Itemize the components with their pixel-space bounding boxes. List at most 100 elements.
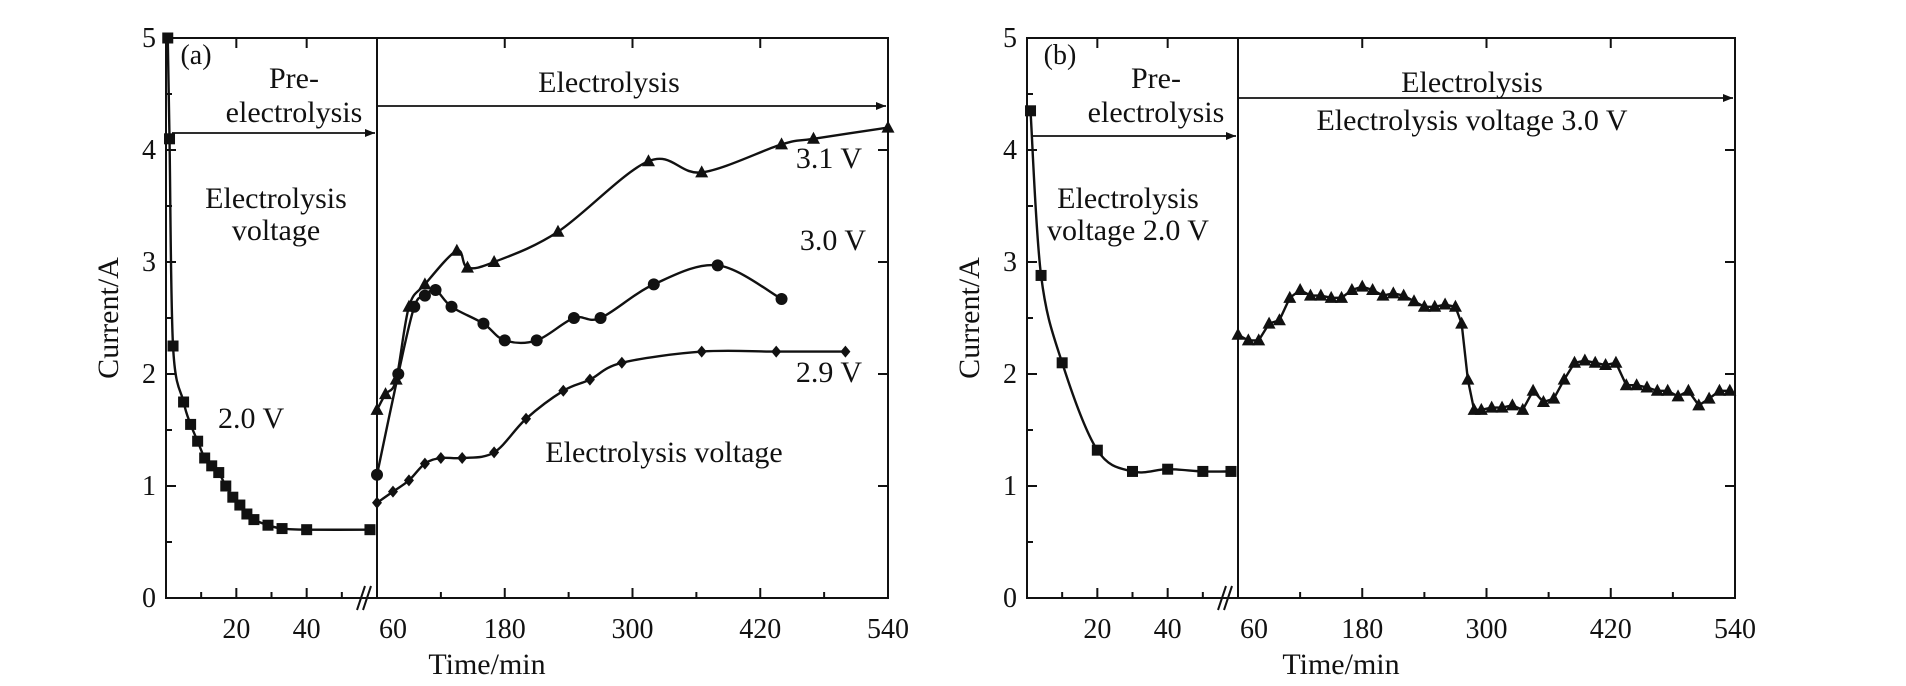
data-point-circle <box>498 334 511 347</box>
data-point-diamond <box>457 452 468 464</box>
data-point-square <box>1035 269 1047 281</box>
data-point-triangle <box>1536 395 1550 407</box>
data-point-circle <box>567 312 580 324</box>
series-2-9-v: 2.9 V <box>372 345 862 509</box>
data-point-triangle <box>487 255 501 267</box>
electrolysis-title: Electrolysis <box>1401 66 1543 99</box>
y-tick-label: 2 <box>142 359 156 390</box>
y-tick-label: 1 <box>1003 471 1017 502</box>
series-3-0-v: 3.0 V <box>371 224 866 481</box>
data-point-square <box>199 452 211 464</box>
data-point-triangle <box>1516 402 1530 415</box>
series-2-0-v: 2.0 V <box>162 32 376 536</box>
data-point-diamond <box>840 345 851 358</box>
data-point-triangle <box>1474 402 1488 415</box>
data-point-triangle <box>1272 313 1286 326</box>
data-point-triangle <box>1681 383 1695 396</box>
x-tick-label: 40 <box>293 614 321 645</box>
electrolysis-voltage-annotation: Electrolysis voltage <box>545 436 782 469</box>
data-point-triangle <box>450 243 464 256</box>
electrolysis-arrowhead <box>876 102 886 110</box>
data-point-triangle <box>1345 283 1359 295</box>
data-point-circle <box>711 259 724 272</box>
data-point-circle <box>775 292 788 305</box>
data-point-triangle <box>1495 400 1509 413</box>
y-tick-label: 5 <box>142 23 156 54</box>
data-point-triangle <box>1619 378 1633 391</box>
data-point-diamond <box>696 345 707 358</box>
data-point-triangle <box>1461 372 1475 385</box>
data-point-triangle <box>1609 355 1623 368</box>
data-point-triangle <box>1692 398 1706 411</box>
data-point-square <box>1091 444 1103 456</box>
data-point-triangle <box>1547 391 1561 404</box>
data-point-triangle <box>1650 383 1664 396</box>
electrolysis-arrowhead <box>1723 94 1733 102</box>
y-axis-label: Current/A <box>953 257 986 379</box>
series-label: 3.1 V <box>796 142 862 175</box>
axis-break-mark <box>362 585 372 611</box>
data-point-square <box>301 524 313 536</box>
data-point-triangle <box>1252 333 1266 346</box>
data-point-square <box>248 514 260 526</box>
data-point-triangle <box>1448 299 1462 312</box>
series-label: 3.0 V <box>800 224 866 257</box>
series-pre-electrolysis-2-0-v <box>1025 105 1237 477</box>
panel-b: 0 1 2 3 4 5 20 40 60 180 300 420 540 Time/min Current/… <box>953 23 1756 681</box>
data-point-triangle <box>1293 283 1307 295</box>
x-tick-label: 540 <box>1714 614 1756 645</box>
data-point-diamond <box>616 356 627 369</box>
series-electrolysis-3-0-v <box>1231 279 1737 415</box>
data-point-square <box>206 460 218 472</box>
data-point-circle <box>647 278 660 291</box>
pre-electrolysis-title: Pre- <box>269 62 319 95</box>
data-point-square <box>167 340 179 352</box>
series-line <box>376 349 846 504</box>
series-label: 2.0 V <box>218 402 284 435</box>
data-point-triangle <box>1324 290 1338 303</box>
data-point-triangle <box>806 131 820 144</box>
data-point-triangle <box>1712 383 1726 396</box>
data-point-triangle <box>1578 353 1592 366</box>
data-point-triangle <box>1505 398 1519 411</box>
data-point-triangle <box>418 277 432 290</box>
data-point-square <box>241 508 253 520</box>
data-point-triangle <box>1702 391 1716 404</box>
data-point-triangle <box>1640 380 1654 393</box>
data-point-diamond <box>435 452 446 464</box>
data-point-square <box>178 396 190 408</box>
data-point-diamond <box>489 446 500 459</box>
data-point-square <box>1025 105 1037 117</box>
data-point-triangle <box>1630 378 1644 391</box>
data-point-diamond <box>419 457 430 470</box>
y-tick-label: 3 <box>142 247 156 278</box>
data-point-triangle <box>1568 355 1582 368</box>
data-point-triangle <box>1661 383 1675 396</box>
data-point-triangle <box>1355 279 1369 292</box>
data-point-triangle <box>1376 288 1390 301</box>
series-line <box>1029 110 1231 474</box>
data-point-triangle <box>1485 400 1499 413</box>
y-tick-label: 1 <box>142 471 156 502</box>
data-point-triangle <box>1438 297 1452 310</box>
data-point-triangle <box>460 260 474 273</box>
y-tick-label: 5 <box>1003 23 1017 54</box>
y-tick-label: 0 <box>1003 583 1017 614</box>
x-tick-label: 40 <box>1154 614 1182 645</box>
data-point-circle <box>408 300 421 313</box>
panel-a: 0 1 2 3 4 5 20 40 60 180 300 420 540 Time/min Current/… <box>92 23 909 681</box>
data-point-triangle <box>551 224 565 237</box>
data-point-square <box>220 480 232 492</box>
data-point-circle <box>418 289 431 302</box>
data-point-triangle <box>1407 294 1421 307</box>
data-point-triangle <box>1599 358 1613 371</box>
panel-label: (b) <box>1044 40 1077 71</box>
data-point-triangle <box>1283 290 1297 303</box>
data-point-triangle <box>775 137 789 150</box>
data-point-diamond <box>558 384 569 397</box>
x-tick-label: 180 <box>1341 614 1383 645</box>
data-point-diamond <box>584 373 595 386</box>
axis-break-mark <box>1217 585 1227 611</box>
data-point-square <box>192 435 204 447</box>
data-point-diamond <box>771 345 782 358</box>
